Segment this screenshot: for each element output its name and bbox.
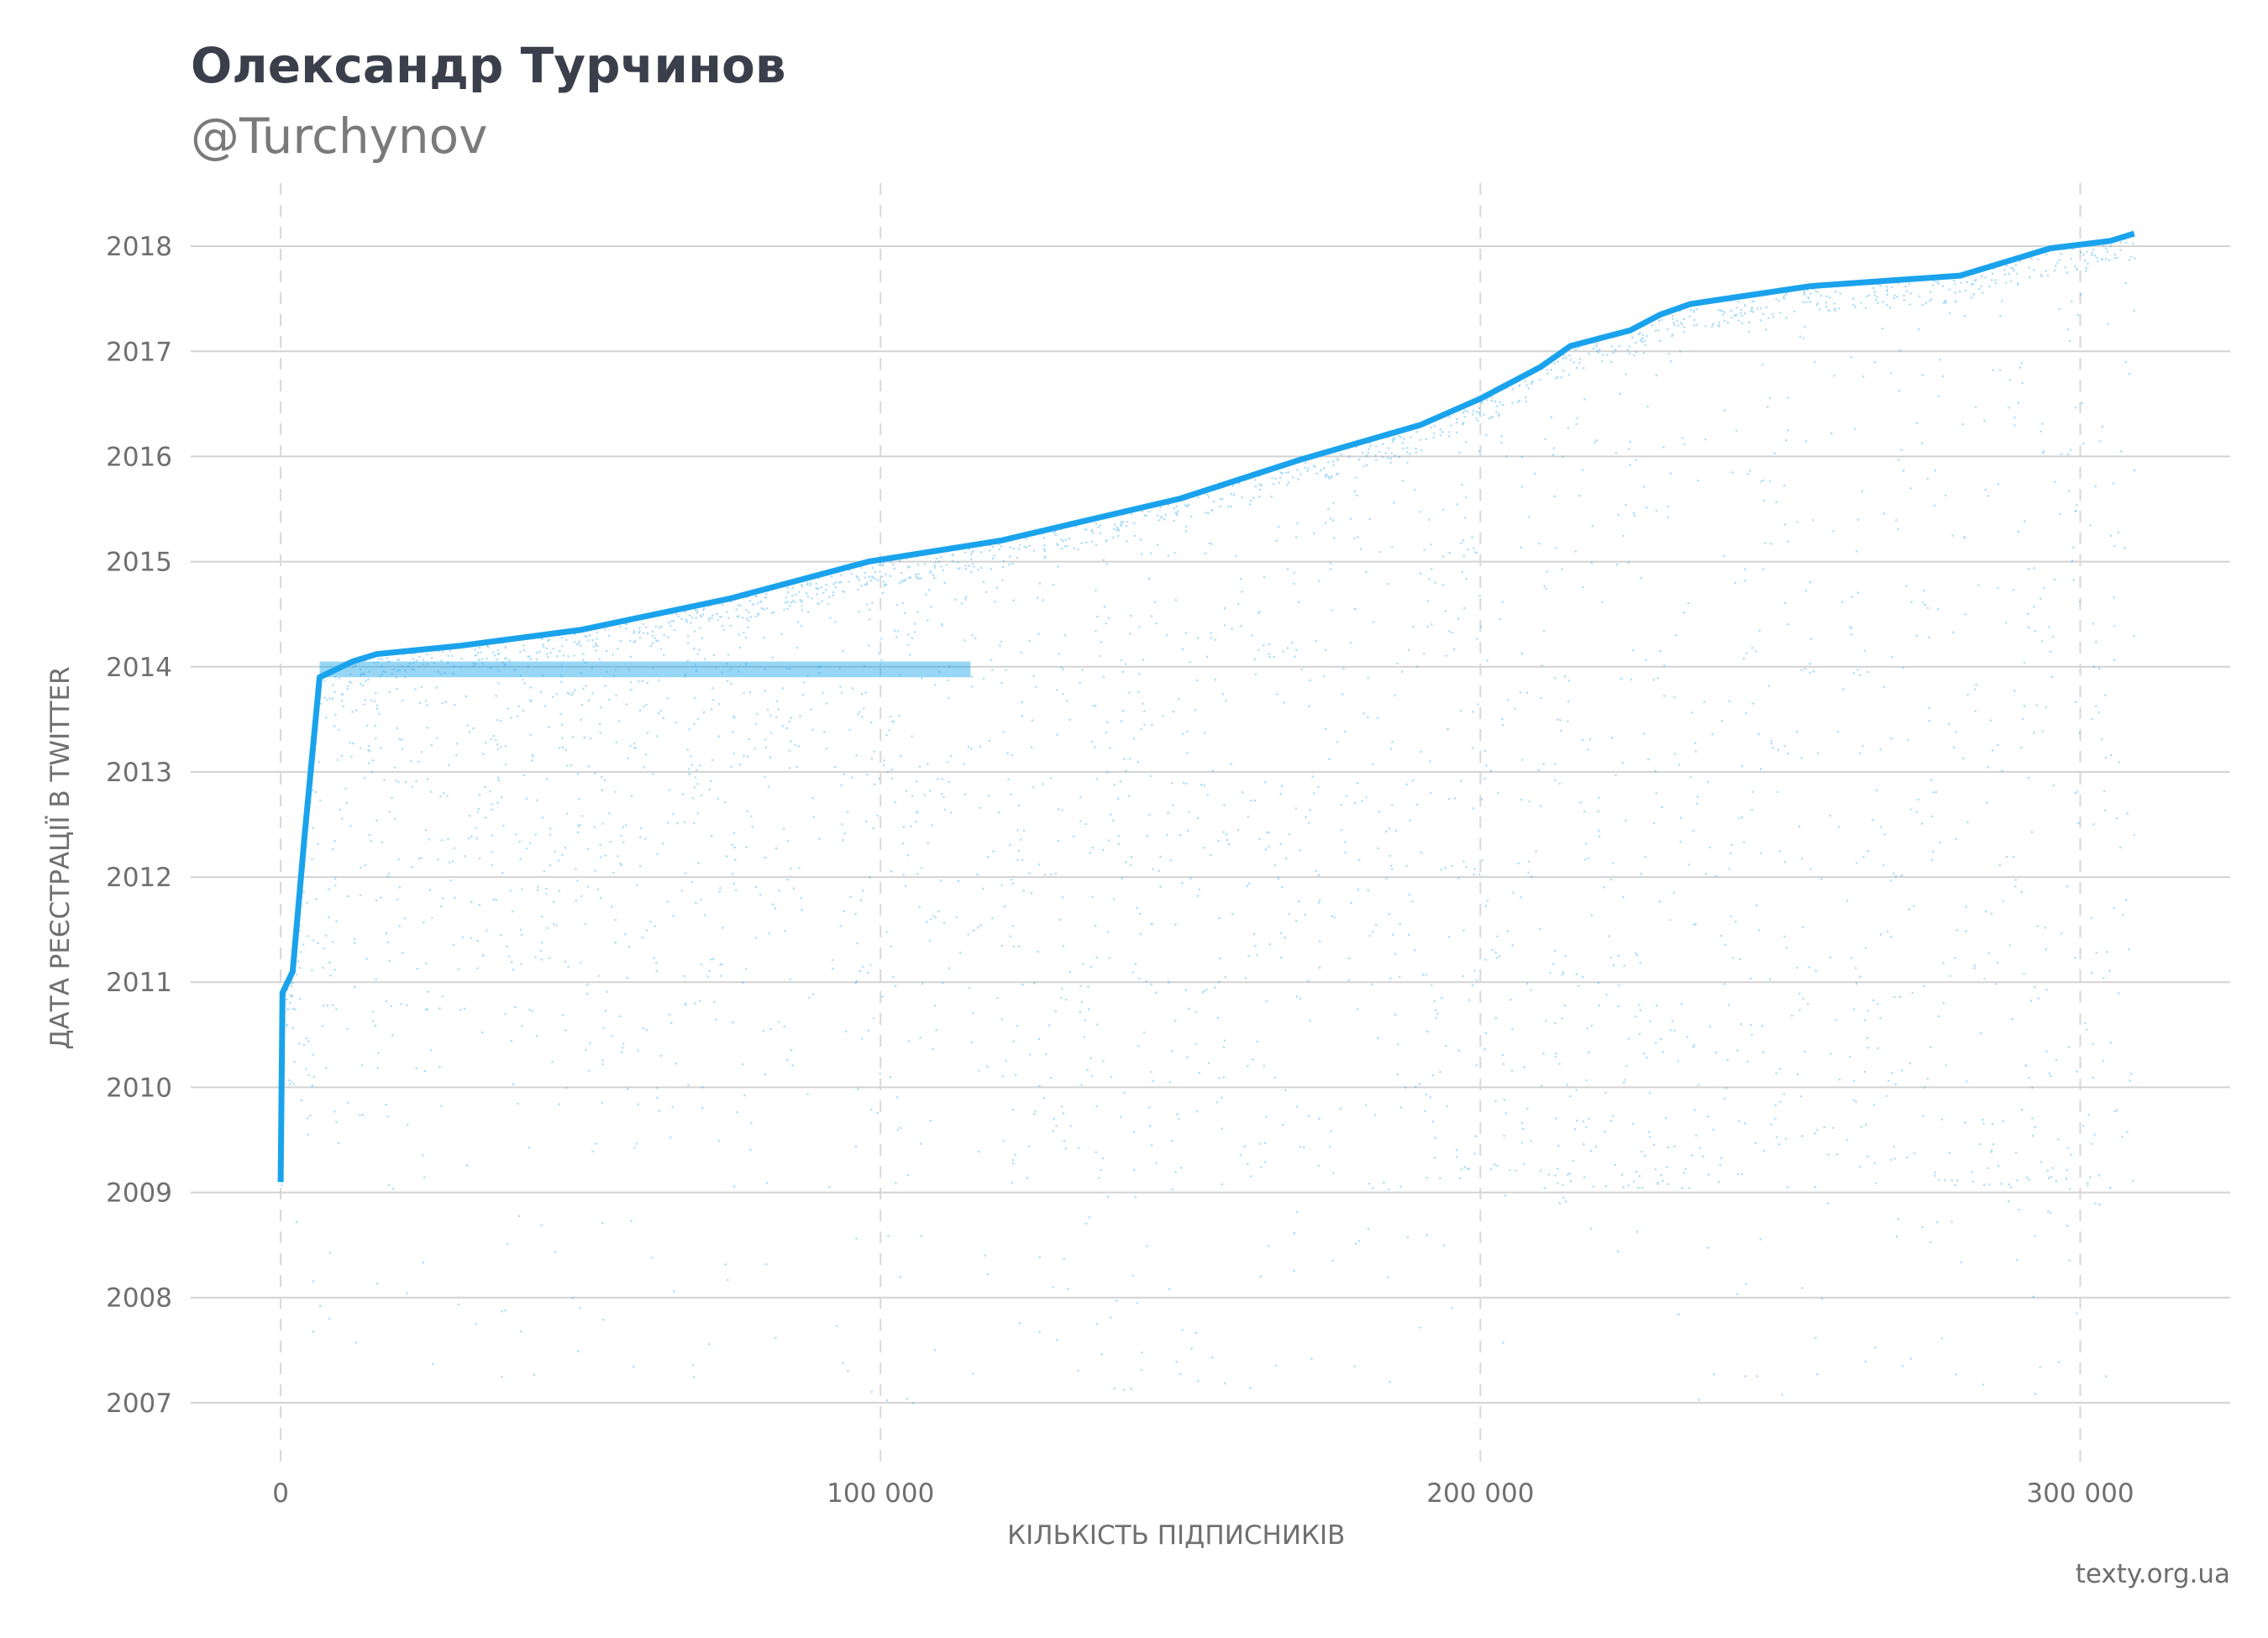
grid-layer — [191, 183, 2230, 1466]
x-tick-label: 100 000 — [827, 1478, 934, 1509]
y-axis-title: ДАТА РЕЄСТРАЦІЇ В TWITTER — [45, 666, 76, 1049]
y-tick-label: 2017 — [106, 337, 172, 367]
y-tick-label: 2011 — [106, 968, 172, 998]
y-tick-label: 2009 — [106, 1179, 172, 1209]
source-credit: texty.org.ua — [2075, 1559, 2230, 1589]
points-layer — [281, 238, 2136, 1404]
y-tick-label: 2015 — [106, 548, 172, 578]
chart-subtitle: @Turchynov — [191, 108, 488, 165]
y-tick-label: 2012 — [106, 863, 172, 893]
y-tick-label: 2007 — [106, 1389, 172, 1419]
x-tick-label: 0 — [272, 1478, 289, 1509]
x-axis-title: КІЛЬКІСТЬ ПІДПИСНИКІВ — [1007, 1520, 1345, 1551]
x-tick-label: 200 000 — [1426, 1478, 1534, 1509]
tick-layer: 2007 2008 2009 2010 2011 2012 2013 2014 2015 2016… — [106, 232, 2134, 1509]
envelope-layer — [277, 230, 2135, 1183]
y-tick-label: 2010 — [106, 1073, 172, 1103]
dense-band — [319, 661, 971, 678]
y-tick-label: 2008 — [106, 1284, 172, 1314]
y-tick-label: 2016 — [106, 442, 172, 472]
upper-envelope — [277, 230, 2135, 1183]
scatter-points — [281, 238, 2136, 1404]
y-tick-label: 2018 — [106, 232, 172, 262]
x-tick-label: 300 000 — [2026, 1478, 2134, 1509]
y-tick-label: 2014 — [106, 653, 172, 683]
y-tick-label: 2013 — [106, 758, 172, 788]
chart-title: Олександр Турчинов — [191, 37, 786, 94]
